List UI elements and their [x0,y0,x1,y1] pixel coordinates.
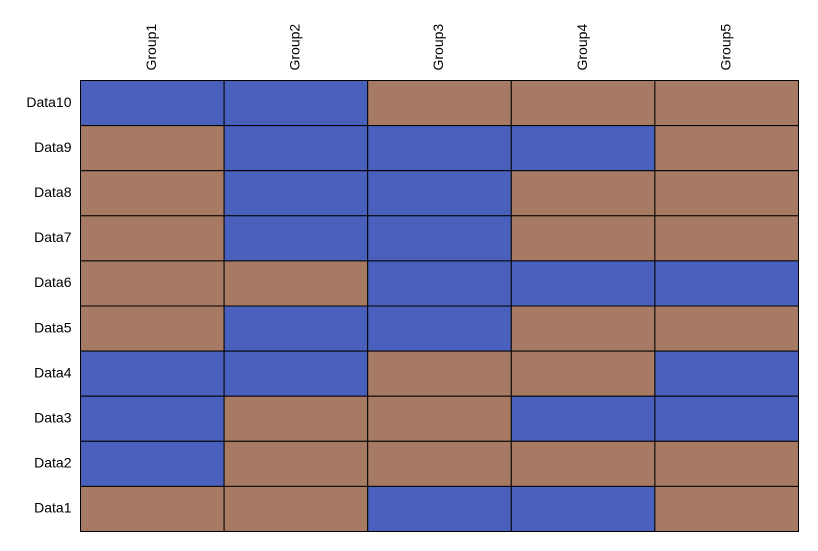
column-label-group3: Group3 [430,24,446,71]
heatmap-cell-data5-group5 [654,305,800,352]
row-tick-labels: Data10 Data9 Data8 Data7 Data6 Data5 Data4 Data… [26,94,71,516]
heatmap-cell-data6-group1 [80,260,225,307]
heatmap-cell-data4-group1 [80,350,225,397]
heatmap-cell-data7-group5 [654,215,800,262]
heatmap-cell-data3-group2 [223,395,369,442]
heatmap-cell-data4-group3 [367,350,512,397]
column-label-group1: Group1 [143,24,159,71]
heatmap-cell-data9-group2 [223,125,369,172]
heatmap-cell-data8-group1 [80,170,225,217]
column-label-group5: Group5 [717,24,733,71]
row-label-data1: Data1 [34,500,72,516]
plot-border [80,80,799,532]
heatmap-cell-data1-group2 [223,485,369,532]
heatmap-cell-data10-group4 [510,80,656,127]
heatmap-cell-data1-group1 [80,485,225,532]
row-label-data9: Data9 [34,139,72,155]
heatmap-cell-data10-group1 [80,80,225,127]
column-tick-labels: Group1 Group2 Group3 Group4 Group5 [143,24,733,71]
heatmap-cell-data2-group5 [654,440,800,487]
heatmap-cell-data6-group4 [510,260,656,307]
heatmap-cell-data7-group3 [367,215,512,262]
row-label-data10: Data10 [26,94,71,110]
heatmap-cell-data8-group3 [367,170,512,217]
heatmap-cell-data3-group3 [367,395,512,442]
heatmap-cell-data7-group2 [223,215,369,262]
row-label-data5: Data5 [34,319,72,335]
row-label-data3: Data3 [34,409,72,425]
heatmap-cell-data8-group2 [223,170,369,217]
heatmap-cell-data8-group4 [510,170,656,217]
heatmap-cell-data1-group4 [510,485,656,532]
heatmap-cell-data5-group3 [367,305,512,352]
heatmap-cell-data7-group1 [80,215,225,262]
heatmap-cell-data10-group3 [367,80,512,127]
heatmap-cell-data9-group5 [654,125,800,172]
heatmap-cell-data5-group2 [223,305,369,352]
heatmap-cell-data3-group1 [80,395,225,442]
heatmap-cell-data4-group5 [654,350,800,397]
heatmap-cell-data8-group5 [654,170,800,217]
heatmap-cell-data6-group3 [367,260,512,307]
heatmap-cell-data2-group4 [510,440,656,487]
heatmap-cell-data10-group2 [223,80,369,127]
heatmap-cell-data6-group5 [654,260,800,307]
heatmap-cell-data2-group1 [80,440,225,487]
heatmap-cell-data5-group1 [80,305,225,352]
column-label-group2: Group2 [287,24,303,71]
heatmap-cell-data1-group3 [367,485,512,532]
heatmap-cell-data3-group5 [654,395,800,442]
heatmap-cell-data1-group5 [654,485,800,532]
row-label-data7: Data7 [34,229,72,245]
heatmap-cell-data9-group3 [367,125,512,172]
heatmap-cell-data9-group1 [80,125,225,172]
heatmap-cell-data4-group4 [510,350,656,397]
heatmap-cell-data7-group4 [510,215,656,262]
heatmap-cell-data10-group5 [654,80,800,127]
heatmap-cell-data5-group4 [510,305,656,352]
row-label-data4: Data4 [34,364,72,380]
heatmap-cell-data2-group3 [367,440,512,487]
heatmap-cell-data6-group2 [223,260,369,307]
heatmap-cell-data3-group4 [510,395,656,442]
heatmap-cell-data9-group4 [510,125,656,172]
heatmap-cell-data4-group2 [223,350,369,397]
row-label-data8: Data8 [34,184,72,200]
column-label-group4: Group4 [574,24,590,71]
heatmap-cells [80,80,800,532]
heatmap-cell-data2-group2 [223,440,369,487]
row-label-data6: Data6 [34,274,72,290]
row-label-data2: Data2 [34,455,72,471]
